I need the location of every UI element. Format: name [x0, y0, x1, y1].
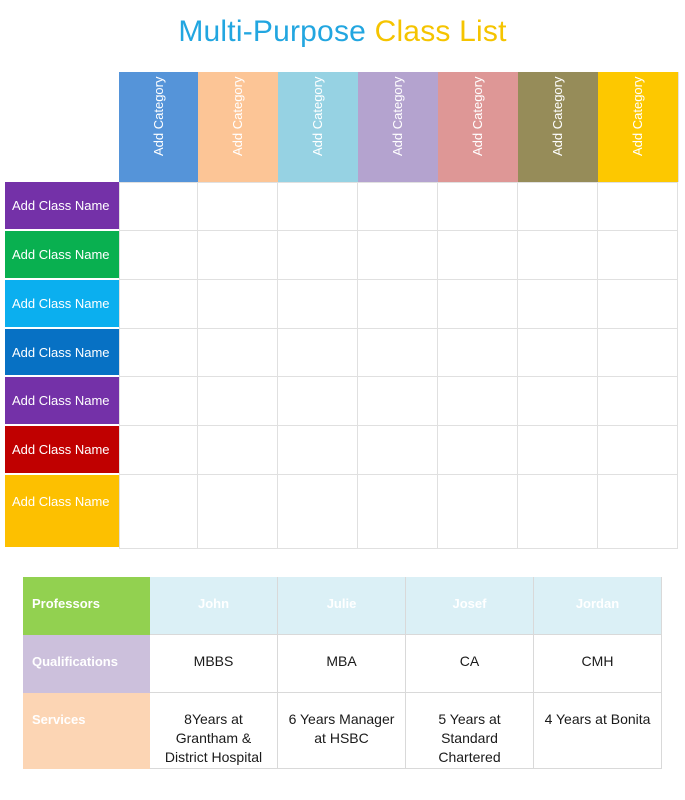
- grid-cell[interactable]: [119, 426, 198, 475]
- page-title: Multi-Purpose Class List: [0, 14, 685, 50]
- grid-cell[interactable]: [198, 426, 278, 475]
- professor-name: Julie: [278, 577, 406, 635]
- qualification-cell: MBA: [278, 635, 406, 693]
- category-label: Add Category: [390, 76, 405, 157]
- class-name-label[interactable]: Add Class Name: [5, 475, 119, 549]
- grid-cell[interactable]: [358, 280, 438, 329]
- professor-name: Jordan: [534, 577, 662, 635]
- professors-header: Professors: [23, 577, 150, 635]
- grid-cell[interactable]: [198, 329, 278, 377]
- qualification-cell: CA: [406, 635, 534, 693]
- category-header[interactable]: Add Category: [278, 72, 359, 182]
- grid-cell[interactable]: [278, 329, 358, 377]
- services-header: Services: [23, 693, 150, 769]
- grid-cell[interactable]: [598, 426, 678, 475]
- service-cell: 6 Years Manager at HSBC: [278, 693, 406, 769]
- service-cell: 8Years at Grantham & District Hospital: [150, 693, 278, 769]
- grid-cell[interactable]: [598, 475, 678, 549]
- grid-cell[interactable]: [278, 377, 358, 426]
- service-cell: 4 Years at Bonita: [534, 693, 662, 769]
- grid-cell[interactable]: [438, 329, 518, 377]
- grid-cell[interactable]: [119, 182, 198, 231]
- category-label: Add Category: [630, 76, 645, 157]
- grid-cell[interactable]: [119, 329, 198, 377]
- grid-cell[interactable]: [358, 377, 438, 426]
- grid-cell[interactable]: [518, 377, 598, 426]
- class-name-label[interactable]: Add Class Name: [5, 231, 119, 280]
- grid-cell[interactable]: [119, 280, 198, 329]
- service-cell: 5 Years at Standard Chartered: [406, 693, 534, 769]
- title-part-2: Class List: [374, 15, 507, 48]
- professor-name: John: [150, 577, 278, 635]
- class-name-label[interactable]: Add Class Name: [5, 182, 119, 231]
- grid-cell[interactable]: [119, 377, 198, 426]
- grid-cell[interactable]: [518, 329, 598, 377]
- grid-cell[interactable]: [278, 475, 358, 549]
- class-name-label[interactable]: Add Class Name: [5, 329, 119, 377]
- category-header[interactable]: Add Category: [438, 72, 519, 182]
- grid-cell[interactable]: [358, 182, 438, 231]
- grid-cell[interactable]: [438, 426, 518, 475]
- grid-cell[interactable]: [598, 182, 678, 231]
- grid-cell[interactable]: [598, 280, 678, 329]
- class-name-label[interactable]: Add Class Name: [5, 280, 119, 329]
- professor-name: Josef: [406, 577, 534, 635]
- qualifications-header: Qualifications: [23, 635, 150, 693]
- grid-cell[interactable]: [518, 280, 598, 329]
- grid-cell[interactable]: [518, 475, 598, 549]
- professors-table: Professors John Julie Josef Jordan Qualificat…: [23, 577, 662, 769]
- category-header[interactable]: Add Category: [119, 72, 199, 182]
- category-label: Add Category: [150, 76, 166, 157]
- grid-cell[interactable]: [278, 182, 358, 231]
- grid-cell[interactable]: [598, 377, 678, 426]
- grid-cell[interactable]: [119, 231, 198, 280]
- class-grid: Add Category Add Category Add Category Add …: [5, 72, 679, 549]
- category-label: Add Category: [550, 76, 565, 157]
- grid-cell[interactable]: [598, 329, 678, 377]
- grid-cell[interactable]: [358, 475, 438, 549]
- grid-cell[interactable]: [119, 475, 198, 549]
- grid-cell[interactable]: [598, 231, 678, 280]
- class-name-label[interactable]: Add Class Name: [5, 377, 119, 426]
- grid-cell[interactable]: [198, 475, 278, 549]
- grid-cell[interactable]: [198, 377, 278, 426]
- category-header[interactable]: Add Category: [358, 72, 439, 182]
- grid-cell[interactable]: [518, 182, 598, 231]
- grid-cell[interactable]: [358, 426, 438, 475]
- category-label: Add Category: [470, 76, 485, 157]
- qualification-cell: MBBS: [150, 635, 278, 693]
- grid-cell[interactable]: [518, 426, 598, 475]
- category-label: Add Category: [310, 76, 325, 157]
- grid-cell[interactable]: [198, 182, 278, 231]
- category-header[interactable]: Add Category: [598, 72, 679, 182]
- grid-cell[interactable]: [198, 280, 278, 329]
- grid-cell[interactable]: [438, 231, 518, 280]
- grid-cell[interactable]: [358, 231, 438, 280]
- grid-cell[interactable]: [278, 231, 358, 280]
- grid-cell[interactable]: [438, 377, 518, 426]
- category-label: Add Category: [230, 76, 245, 157]
- category-header[interactable]: Add Category: [198, 72, 279, 182]
- grid-cell[interactable]: [278, 426, 358, 475]
- qualification-cell: CMH: [534, 635, 662, 693]
- grid-cell[interactable]: [518, 231, 598, 280]
- grid-cell[interactable]: [438, 475, 518, 549]
- category-header[interactable]: Add Category: [518, 72, 599, 182]
- grid-cell[interactable]: [438, 182, 518, 231]
- class-name-label[interactable]: Add Class Name: [5, 426, 119, 475]
- grid-cell[interactable]: [358, 329, 438, 377]
- grid-cell[interactable]: [438, 280, 518, 329]
- grid-cell[interactable]: [198, 231, 278, 280]
- title-part-1: Multi-Purpose: [178, 15, 367, 48]
- grid-cell[interactable]: [278, 280, 358, 329]
